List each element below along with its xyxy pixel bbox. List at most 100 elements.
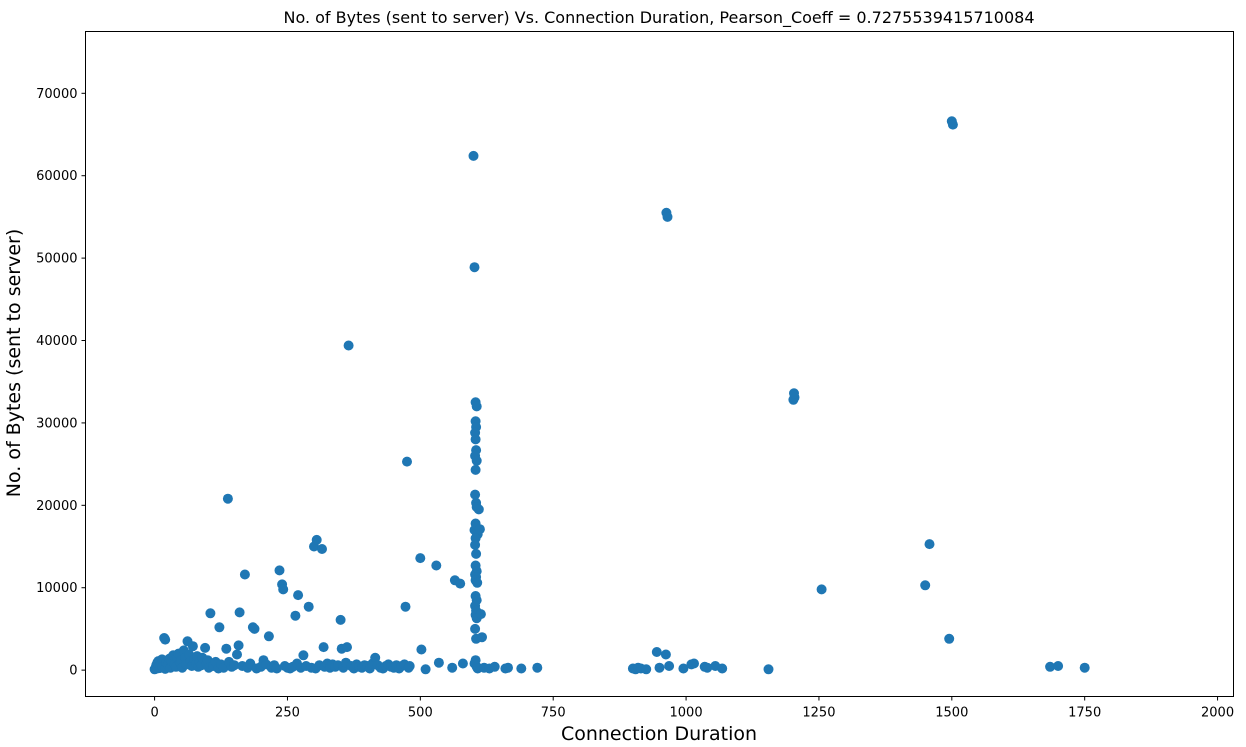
data-point (205, 608, 216, 619)
data-point (816, 584, 827, 595)
y-axis-title: No. of Bytes (sent to server) (3, 229, 25, 498)
y-tick-label: 50000 (36, 252, 77, 267)
points-layer (149, 116, 1090, 675)
data-point (717, 663, 728, 674)
data-point (298, 650, 309, 661)
data-point (447, 662, 458, 673)
data-point (239, 569, 250, 580)
data-point (470, 489, 481, 500)
data-point (200, 642, 211, 653)
data-point (311, 534, 322, 545)
data-point (468, 150, 479, 161)
y-tick-label: 20000 (36, 499, 77, 514)
data-point (503, 662, 513, 673)
data-point (474, 524, 485, 535)
data-point (1053, 661, 1064, 671)
data-point (290, 610, 301, 621)
data-point (924, 539, 935, 550)
data-point (1079, 662, 1090, 673)
data-point (335, 614, 346, 625)
data-point (947, 119, 958, 130)
data-point (457, 658, 468, 669)
y-tick-label: 0 (69, 664, 77, 679)
data-point (274, 565, 285, 576)
x-tick-label: 750 (541, 706, 566, 721)
data-point (233, 640, 244, 651)
y-tick-label: 60000 (36, 169, 77, 184)
data-point (222, 493, 233, 504)
data-point (318, 642, 329, 653)
y-tick-label: 30000 (36, 416, 77, 431)
data-point (431, 560, 442, 571)
data-point (470, 464, 481, 475)
data-point (278, 584, 289, 595)
data-point (232, 649, 242, 660)
data-point (678, 663, 689, 674)
y-tick-label: 40000 (36, 334, 77, 349)
data-point (293, 590, 304, 601)
data-point (789, 388, 799, 399)
y-tick-label: 10000 (36, 581, 77, 596)
x-tick-label: 500 (408, 706, 433, 721)
data-point (416, 644, 427, 655)
data-point (651, 647, 662, 657)
plot-frame (85, 31, 1234, 697)
data-point (343, 340, 354, 351)
x-tick-label: 1000 (670, 706, 703, 721)
data-point (229, 660, 240, 671)
data-point (472, 577, 483, 588)
data-point (477, 632, 487, 643)
data-point (660, 649, 671, 660)
data-point (470, 623, 481, 634)
data-point (532, 662, 543, 673)
x-tick-label: 0 (150, 706, 158, 721)
data-point (944, 633, 955, 644)
data-point (342, 642, 352, 653)
data-point (400, 601, 411, 612)
data-point (469, 262, 480, 273)
x-tick-label: 1750 (1068, 706, 1101, 721)
data-point (470, 434, 481, 445)
data-point (160, 634, 171, 645)
data-point (402, 456, 412, 467)
data-point (433, 657, 444, 668)
data-point (475, 609, 486, 620)
data-point (404, 661, 415, 671)
data-point (662, 211, 673, 222)
x-tick-label: 2000 (1201, 706, 1234, 721)
x-tick-label: 1500 (935, 706, 968, 721)
data-point (303, 601, 314, 612)
data-point (420, 664, 431, 675)
data-point (455, 578, 466, 589)
data-point (516, 663, 527, 674)
data-point (473, 504, 484, 515)
x-tick-label: 1250 (802, 706, 835, 721)
data-point (249, 623, 260, 634)
data-point (654, 662, 665, 673)
data-point (415, 553, 426, 564)
data-point (263, 631, 274, 642)
data-point (920, 580, 931, 591)
data-point (763, 664, 774, 675)
data-point (234, 607, 245, 618)
data-point (702, 662, 713, 673)
data-point (471, 455, 482, 466)
data-point (471, 548, 482, 559)
data-point (1045, 661, 1056, 672)
x-axis-title: Connection Duration (561, 723, 757, 745)
x-tick-label: 250 (275, 706, 300, 721)
data-point (221, 643, 232, 654)
data-point (664, 661, 675, 671)
data-point (271, 663, 282, 674)
y-tick-label: 70000 (36, 87, 77, 102)
data-point (470, 539, 481, 550)
data-point (471, 401, 482, 412)
data-point (641, 664, 652, 675)
data-point (489, 661, 500, 672)
data-point (187, 641, 198, 652)
chart-title: No. of Bytes (sent to server) Vs. Connec… (283, 8, 1034, 28)
data-point (317, 544, 327, 554)
data-point (214, 622, 225, 633)
ticks-layer: 0 250 500 750 1000 1250 1500 1750 20000100002000… (36, 87, 1234, 721)
